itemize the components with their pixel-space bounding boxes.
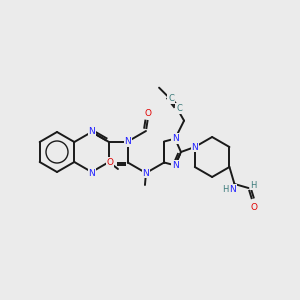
Text: C: C [176, 104, 182, 113]
Text: O: O [106, 158, 113, 167]
Text: H: H [222, 184, 229, 194]
Text: N: N [88, 127, 95, 136]
Text: N: N [172, 134, 178, 143]
Text: N: N [229, 184, 236, 194]
Text: O: O [251, 202, 258, 211]
Text: N: N [88, 169, 95, 178]
Text: H: H [250, 181, 256, 190]
Text: N: N [191, 142, 198, 152]
Text: N: N [142, 169, 149, 178]
Text: O: O [145, 109, 152, 118]
Text: N: N [124, 137, 131, 146]
Text: C: C [168, 94, 174, 103]
Text: N: N [172, 161, 178, 170]
